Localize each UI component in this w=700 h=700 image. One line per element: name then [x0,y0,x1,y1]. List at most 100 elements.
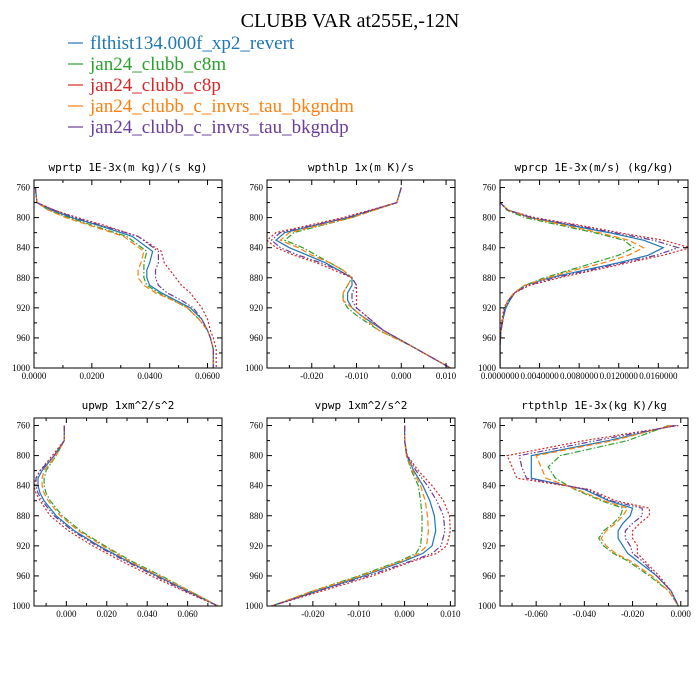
series-line [43,425,219,606]
x-tick-label: 0.0600 [195,371,220,381]
series-line [547,424,679,606]
x-tick-label: 0.060 [178,609,199,619]
panel-title: upwp 1xm^2/s^2 [82,399,175,412]
y-tick-label: 800 [17,213,31,223]
y-tick-label: 960 [17,571,31,581]
y-tick-label: 1000 [245,363,264,373]
legend-label: jan24_clubb_c8m [89,54,226,75]
legend-entry: jan24_clubb_c_invrs_tau_bkgndm [68,96,354,117]
plot-frame [266,179,456,369]
x-tick-label: 0.0200 [79,371,104,381]
x-tick-label: -0.020 [301,609,325,619]
y-tick-label: 800 [250,213,264,223]
y-tick-label: 920 [483,303,497,313]
y-tick-label: 960 [250,333,264,343]
series-line [271,425,446,606]
y-tick-label: 880 [17,273,31,283]
legend-entry: flthist134.000f_xp2_revert [68,33,295,54]
panel: wpthlp 1x(m K)/s 760 800 840 880 920 960 1000 -0… [245,161,457,381]
panel: rtpthlp 1E-3x(kg K)/kg 760 800 840 880 920 960… [478,399,691,619]
y-tick-label: 760 [483,183,497,193]
series-line [270,187,451,368]
series-line [279,187,451,368]
y-tick-label: 920 [250,541,264,551]
y-tick-label: 880 [250,511,264,521]
series-line [34,187,217,368]
series-line [34,425,219,606]
x-tick-label: 0.000 [56,609,77,619]
y-tick-label: 840 [250,243,264,253]
plot-frame [33,417,223,607]
x-tick-label: 0.000 [394,609,415,619]
plot-frame [266,417,456,607]
y-tick-label: 960 [17,333,31,343]
x-tick-label: 0.0160000 [639,371,678,381]
y-tick-label: 1000 [12,363,31,373]
plot-frame [499,179,689,369]
series-line [271,425,437,606]
y-tick-label: 920 [17,541,31,551]
series-line [37,425,219,606]
y-tick-label: 880 [17,511,31,521]
x-tick-label: 0.0000 [22,371,47,381]
y-tick-label: 760 [17,183,31,193]
series-line [500,187,645,368]
x-tick-label: 0.040 [137,609,158,619]
series-line [500,187,665,368]
series-line [500,187,681,368]
series-group [267,187,451,368]
y-tick-label: 800 [17,451,31,461]
series-line [271,425,452,606]
legend: flthist134.000f_xp2_revertjan24_clubb_c8… [68,33,354,138]
legend-entry: jan24_clubb_c_invrs_tau_bkgndp [68,117,349,138]
x-tick-label: -0.060 [525,609,549,619]
y-tick-label: 880 [250,273,264,283]
series-group [34,187,217,368]
panels: wprtp 1E-3x(m kg)/(s kg) 760 800 840 880 920 9… [12,161,691,619]
series-line [274,187,451,368]
series-line [283,187,451,368]
y-tick-label: 1000 [478,363,497,373]
y-tick-label: 920 [483,541,497,551]
panel: wprcp 1E-3x(m/s) (kg/kg) 760 800 840 880 920 9… [478,161,689,381]
plot-frame [499,417,689,607]
series-line [34,187,214,368]
panel-title: vpwp 1xm^2/s^2 [315,399,408,412]
panel: vpwp 1xm^2/s^2 760 800 840 880 920 960 1000 -0.0… [245,399,461,619]
panel-title: wprcp 1E-3x(m/s) (kg/kg) [515,161,674,174]
x-tick-label: 0.0000000 [481,371,520,381]
panel-title: wpthlp 1x(m K)/s [308,161,414,174]
y-tick-label: 840 [250,481,264,491]
y-tick-label: 840 [17,481,31,491]
legend-entry: jan24_clubb_c8m [68,54,226,75]
series-line [34,187,214,368]
y-tick-label: 960 [483,333,497,343]
x-tick-label: 0.010 [440,609,461,619]
y-tick-label: 1000 [12,601,31,611]
series-group [506,424,679,606]
y-tick-label: 800 [250,451,264,461]
series-line [271,425,430,606]
x-tick-label: 0.020 [97,609,118,619]
x-tick-label: 0.0120000 [600,371,639,381]
y-tick-label: 760 [17,421,31,431]
y-tick-label: 840 [17,243,31,253]
x-tick-label: -0.010 [345,371,369,381]
x-tick-label: 0.0040000 [520,371,559,381]
x-tick-label: -0.040 [573,609,597,619]
y-tick-label: 760 [250,183,264,193]
series-group [271,425,452,606]
y-tick-label: 800 [483,213,497,223]
y-tick-label: 920 [17,303,31,313]
series-line [271,425,423,606]
legend-label: jan24_clubb_c_invrs_tau_bkgndp [89,117,349,138]
y-tick-label: 960 [483,571,497,581]
y-tick-label: 840 [483,243,497,253]
y-tick-label: 760 [483,421,497,431]
legend-entry: jan24_clubb_c8p [68,75,221,96]
series-line [530,424,679,606]
plot-frame [33,179,223,369]
series-line [506,424,679,606]
series-line [500,187,688,368]
